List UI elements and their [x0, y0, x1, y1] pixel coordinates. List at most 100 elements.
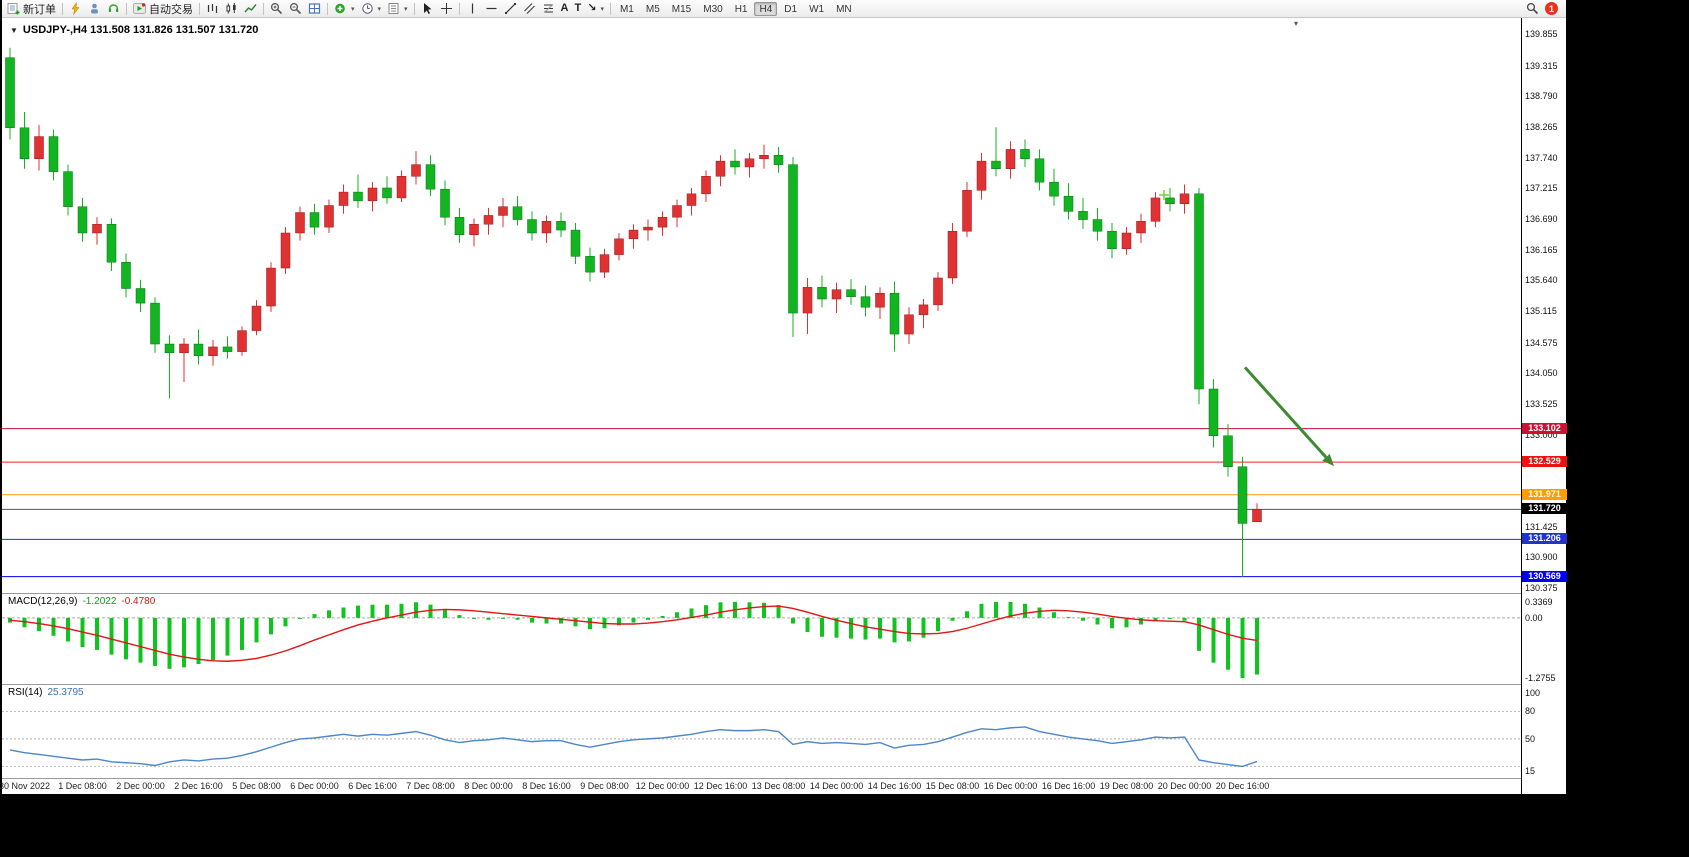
- trend-arrow-line[interactable]: [1243, 366, 1328, 459]
- vertical-line-icon: [471, 3, 473, 14]
- timeframe-button-mn[interactable]: MN: [836, 3, 852, 15]
- price-tick: 130.900: [1525, 552, 1558, 563]
- horizontal-line-icon: [486, 7, 497, 10]
- date-axis[interactable]: 30 Nov 2022 1 Dec 08:00 2 Dec 00:00 2 Dec 1…: [0, 779, 1521, 794]
- new-order-icon: [7, 3, 20, 15]
- text-tool-icon: A: [560, 2, 569, 14]
- auto-trading-button[interactable]: 自动交易: [130, 1, 196, 17]
- new-order-label: 新订单: [23, 3, 56, 16]
- candles-chart-button[interactable]: [222, 1, 241, 17]
- templates-button[interactable]: ▾: [384, 1, 411, 17]
- price-tick: 134.575: [1525, 337, 1558, 348]
- trend-arrow-head[interactable]: [1322, 453, 1334, 467]
- panel-divider[interactable]: [2, 684, 1566, 685]
- price-badge-132.529: 132.529: [1522, 456, 1567, 468]
- timeframe-button-w1[interactable]: W1: [809, 3, 825, 15]
- date-tick: 7 Dec 08:00: [406, 781, 455, 791]
- arrows-tool-button[interactable]: ↘ ▾: [584, 1, 607, 17]
- fibonacci-icon: [543, 4, 553, 13]
- date-tick: 6 Dec 16:00: [348, 781, 397, 791]
- date-tick: 14 Dec 16:00: [867, 781, 922, 791]
- price-tick: 135.115: [1525, 306, 1557, 316]
- crosshair-button[interactable]: [437, 1, 456, 17]
- date-tick: 6 Dec 00:00: [290, 781, 339, 791]
- new-order-button[interactable]: 新订单: [4, 1, 59, 17]
- search-icon[interactable]: [1526, 2, 1539, 15]
- date-tick: 16 Dec 00:00: [983, 781, 1038, 791]
- macd-label: MACD(12,26,9) -1.2022 -0.4780: [8, 596, 155, 607]
- rsi-panel-canvas[interactable]: [2, 685, 1521, 778]
- tile-windows-icon: [308, 3, 321, 14]
- timeframe-button-d1[interactable]: D1: [784, 3, 798, 15]
- price-tick: 138.790: [1525, 91, 1558, 102]
- timeframe-button-m1[interactable]: M1: [619, 3, 634, 15]
- rsi-axis-tick: 100: [1525, 688, 1541, 698]
- candlestick-icon: [226, 3, 236, 14]
- metaeditor-button[interactable]: [66, 1, 85, 17]
- macd-name: MACD(12,26,9): [8, 596, 78, 607]
- fibonacci-button[interactable]: [539, 1, 558, 17]
- price-badge-131.971: 131.971: [1522, 488, 1567, 500]
- timeframe-button-m30[interactable]: M30: [703, 3, 723, 15]
- toolbar: 新订单: [2, 0, 1566, 18]
- toolbar-separator: [62, 2, 63, 15]
- channel-icon: [523, 3, 535, 14]
- vertical-line-button[interactable]: [463, 1, 482, 17]
- trendline-button[interactable]: [501, 1, 520, 17]
- macd-signal-line: [9, 605, 1258, 662]
- date-tick: 30 Nov 2022: [0, 781, 51, 791]
- clock-icon: [361, 3, 373, 14]
- bars-chart-button[interactable]: [203, 1, 222, 17]
- community-button[interactable]: [85, 1, 104, 17]
- price-tick: 138.265: [1525, 121, 1558, 132]
- chart-shift-marker[interactable]: ▾: [1294, 19, 1299, 28]
- line-chart-button[interactable]: [241, 1, 260, 17]
- notification-badge[interactable]: 1: [1545, 2, 1558, 15]
- price-tick: 133.525: [1525, 398, 1558, 409]
- date-tick: 1 Dec 08:00: [58, 781, 107, 791]
- price-tick: 135.640: [1525, 275, 1558, 286]
- chevron-down-icon: ▾: [404, 5, 408, 13]
- main-chart-canvas[interactable]: [2, 18, 1521, 593]
- price-tick: 139.315: [1525, 60, 1558, 71]
- toolbar-separator: [199, 2, 200, 15]
- rsi-value: 25.3795: [47, 687, 84, 698]
- panel-divider[interactable]: [2, 778, 1566, 779]
- zoom-in-button[interactable]: [267, 1, 286, 17]
- cursor-icon: [423, 3, 432, 14]
- date-tick: 8 Dec 16:00: [522, 781, 571, 791]
- add-indicator-icon: [335, 3, 345, 14]
- rsi-axis-tick: 15: [1525, 766, 1536, 776]
- price-tick: 137.740: [1525, 152, 1558, 163]
- macd-signal-value: -0.4780: [121, 596, 156, 607]
- date-tick: 14 Dec 00:00: [809, 781, 864, 791]
- label-tool-button[interactable]: T: [572, 1, 585, 17]
- chart-ohlc-header: ▼ USDJPY-,H4 131.508 131.826 131.507 131…: [10, 24, 258, 36]
- panel-divider[interactable]: [2, 593, 1566, 594]
- indicators-button[interactable]: ▾: [331, 1, 358, 17]
- horizontal-line-button[interactable]: [482, 1, 501, 17]
- timeframe-button-m15[interactable]: M15: [671, 3, 692, 15]
- price-axis[interactable]: 139.855 139.315 138.790 138.265 137.740 137.2…: [1521, 18, 1567, 794]
- price-badge-133.102: 133.102: [1522, 422, 1567, 434]
- rsi-name: RSI(14): [8, 687, 43, 698]
- channel-button[interactable]: [520, 1, 539, 17]
- text-tool-button[interactable]: A: [558, 1, 572, 17]
- zoom-out-button[interactable]: [286, 1, 305, 17]
- price-tick: 130.375: [1525, 583, 1558, 593]
- periods-button[interactable]: ▾: [358, 1, 385, 17]
- price-tick: 136.690: [1525, 213, 1558, 224]
- timeframe-button-h1[interactable]: H1: [734, 3, 748, 15]
- headset-icon: [108, 4, 119, 13]
- timeframe-button-h4[interactable]: H4: [754, 1, 778, 16]
- cursor-button[interactable]: [418, 1, 437, 17]
- chevron-down-icon: ▾: [377, 5, 382, 13]
- support-button[interactable]: [104, 1, 123, 17]
- symbol-dropdown-icon[interactable]: ▼: [10, 25, 18, 35]
- macd-panel-canvas[interactable]: [2, 594, 1521, 684]
- price-tick: 137.215: [1525, 183, 1558, 194]
- macd-main-value: -1.2022: [82, 596, 117, 607]
- date-tick: 12 Dec 16:00: [693, 781, 748, 791]
- tile-windows-button[interactable]: [305, 1, 324, 17]
- timeframe-button-m5[interactable]: M5: [645, 3, 660, 15]
